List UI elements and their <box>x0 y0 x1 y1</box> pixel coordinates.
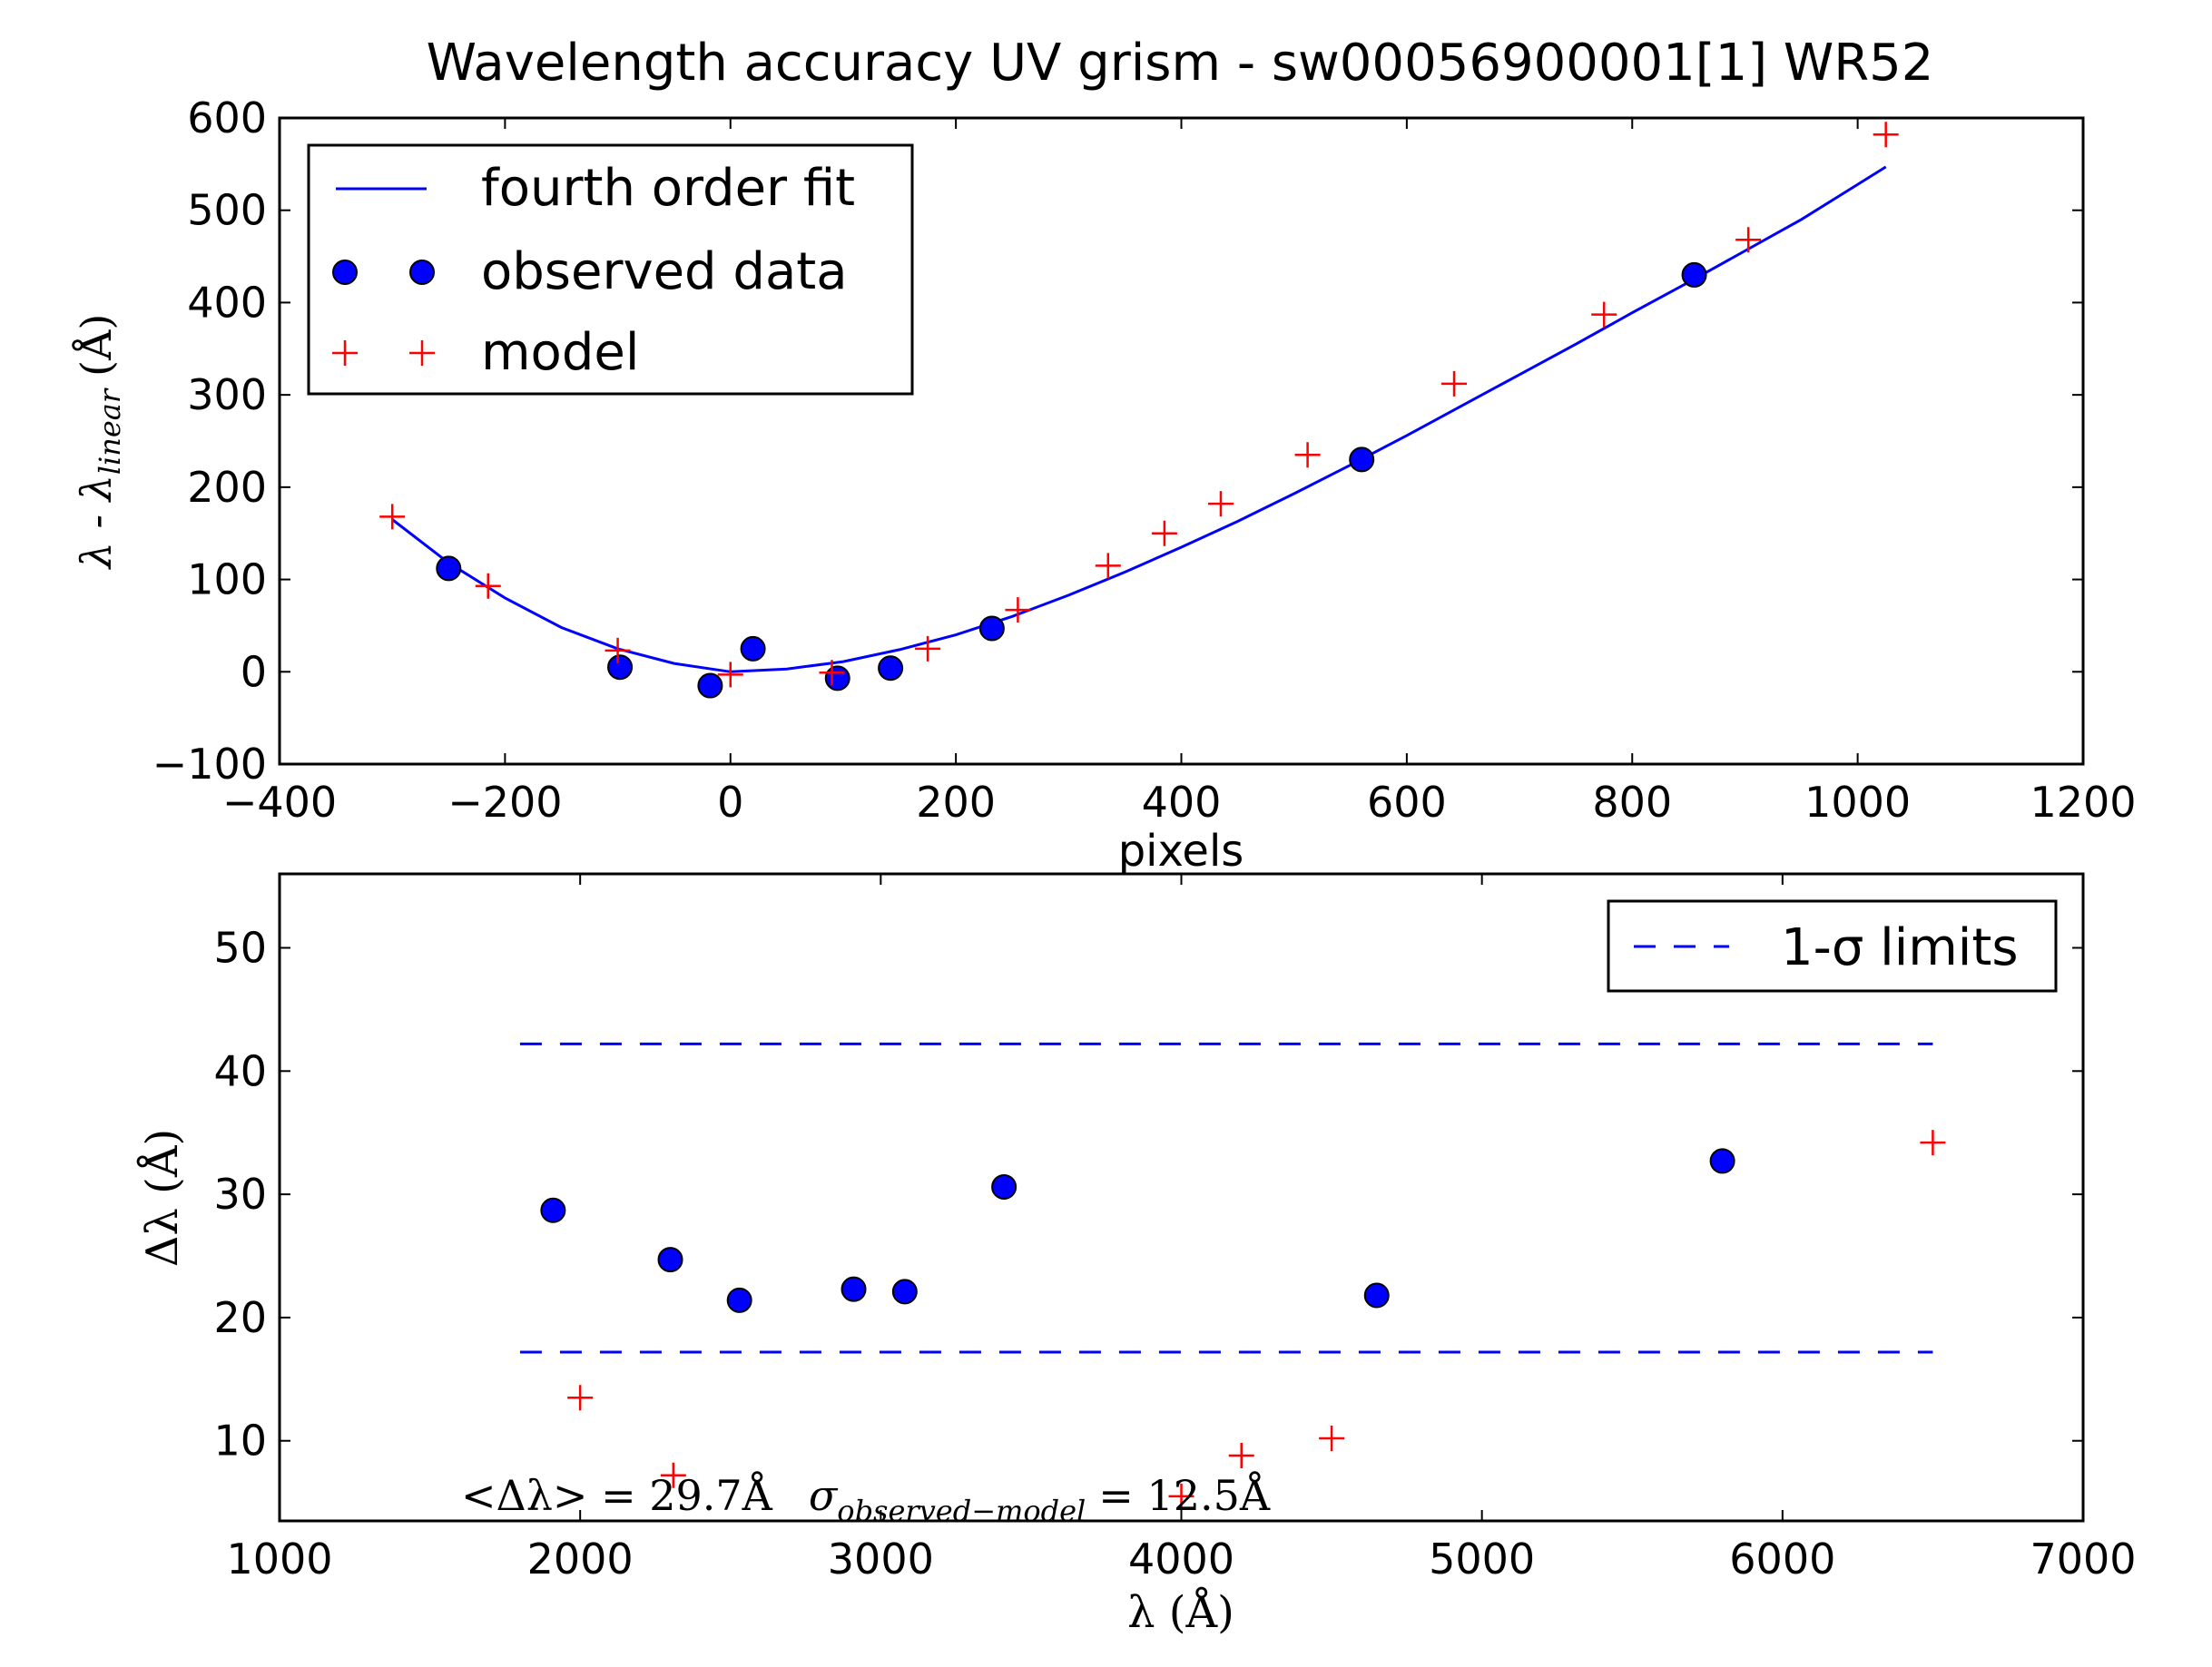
model-point <box>1005 597 1031 623</box>
bottom-x-tick-label: 3000 <box>828 1535 934 1584</box>
bottom-y-axis-label: Δλ (Å) <box>136 1129 188 1267</box>
legend-limits-label: 1-σ limits <box>1781 918 2019 977</box>
bottom-y-tick-label: 20 <box>213 1293 267 1342</box>
bottom-x-tick-label: 1000 <box>226 1535 332 1584</box>
observed-data-point <box>740 635 766 662</box>
model-point <box>1873 122 1899 148</box>
observed-residual-point <box>841 1276 867 1302</box>
legend-model-label: model <box>481 323 639 382</box>
model-residual-point <box>1228 1443 1254 1469</box>
bottom-y-tick-label: 50 <box>213 923 267 972</box>
top-x-tick-label: 800 <box>1592 778 1672 827</box>
stats-annotation: <Δλ> = 29.7Å σobserved−model = 12.5Å <box>461 1470 1271 1528</box>
legend-observed-swatch-b <box>409 260 435 285</box>
top-legend: fourth order fit observed data model <box>307 143 914 396</box>
model-residual-point <box>660 1462 686 1488</box>
top-legend-box <box>307 143 914 396</box>
legend-observed-swatch-a <box>332 260 358 285</box>
observed-data-point <box>1681 261 1707 288</box>
top-x-tick-label: 1200 <box>2030 778 2136 827</box>
top-y-tick-label: 500 <box>187 186 267 235</box>
model-point <box>1095 553 1121 579</box>
observed-data-point <box>607 654 634 681</box>
model-point <box>1735 227 1762 253</box>
observed-residual-point <box>891 1279 918 1305</box>
model-point <box>475 573 501 599</box>
top-x-tick-label: 0 <box>717 778 743 827</box>
top-series-layer <box>379 122 1899 699</box>
observed-data-point <box>1349 446 1375 473</box>
model-point <box>1591 301 1617 328</box>
legend-observed-label: observed data <box>481 242 848 301</box>
top-x-tick-label: −200 <box>447 778 562 827</box>
sigma-subscript: observed−model <box>837 1494 1086 1528</box>
legend-fit-label: fourth order fit <box>481 159 855 218</box>
top-x-tick-label: −400 <box>222 778 337 827</box>
top-y-tick-label: −100 <box>152 740 267 789</box>
top-y-tick-label: 200 <box>187 463 267 512</box>
bottom-y-tick-label: 10 <box>213 1417 267 1466</box>
top-y-label-main: λ - λ <box>72 475 121 570</box>
observed-residual-point <box>540 1197 566 1223</box>
top-x-tick-label: 400 <box>1142 778 1222 827</box>
mean-offset-text: <Δλ> = 29.7Å <box>461 1470 773 1520</box>
model-point <box>1294 442 1321 468</box>
bottom-x-tick-label: 5000 <box>1429 1535 1535 1584</box>
model-residual-point <box>1920 1130 1946 1156</box>
bottom-y-tick-label: 30 <box>213 1170 267 1219</box>
model-point <box>379 504 406 530</box>
fourth-order-fit-line <box>391 165 1887 673</box>
model-point <box>915 635 941 662</box>
bottom-x-axis-label: λ (Å) <box>1127 1586 1234 1638</box>
bottom-x-tick-label: 4000 <box>1128 1535 1234 1584</box>
legend-model-swatch-a <box>332 340 358 366</box>
bottom-series-layer <box>519 1042 1946 1509</box>
model-point <box>717 662 743 688</box>
bottom-legend: 1-σ limits <box>1607 899 2058 993</box>
observed-data-point <box>436 555 462 582</box>
bottom-x-tick-label: 7000 <box>2030 1535 2136 1584</box>
top-x-tick-label: 1000 <box>1804 778 1911 827</box>
model-residual-point <box>1319 1426 1345 1452</box>
top-x-axis-label: pixels <box>1118 826 1244 877</box>
top-plot-panel: −400 −200 0 200 400 600 800 1000 1200 −100 0 100 200… <box>71 93 2137 877</box>
bottom-x-tick-label: 6000 <box>1729 1535 1835 1584</box>
observed-residual-point <box>1709 1148 1735 1174</box>
observed-residual-point <box>1363 1282 1390 1309</box>
legend-model-swatch-b <box>409 340 435 366</box>
bottom-plot-panel: 1000 2000 3000 4000 5000 6000 7000 10 20 30 40 50 Δ… <box>136 872 2137 1638</box>
top-x-tick-label: 600 <box>1367 778 1447 827</box>
top-axis-ticks: −400 −200 0 200 400 600 800 1000 1200 −100 0 100 200… <box>152 93 2137 827</box>
top-y-axis-label: λ - λlinear (Å) <box>71 314 127 571</box>
observed-residual-point <box>991 1173 1018 1200</box>
top-y-label-unit: (Å) <box>71 314 121 377</box>
top-y-label-sub: linear <box>93 387 127 475</box>
top-x-tick-label: 200 <box>916 778 996 827</box>
top-y-tick-label: 400 <box>187 278 267 327</box>
chart-title: Wavelength accuracy UV grism - sw0005690… <box>427 34 1934 93</box>
observed-data-point <box>697 672 723 699</box>
top-y-tick-label: 600 <box>187 93 267 142</box>
top-y-tick-label: 300 <box>187 370 267 419</box>
bottom-axis-ticks: 1000 2000 3000 4000 5000 6000 7000 10 20 30 40 50 <box>213 874 2137 1584</box>
sigma-symbol: σ <box>809 1471 839 1520</box>
model-residual-point <box>1168 1483 1194 1509</box>
observed-data-point <box>978 615 1005 642</box>
sigma-value-text: = 12.5Å <box>1098 1470 1271 1520</box>
observed-data-point <box>878 655 904 682</box>
observed-residual-point <box>657 1247 683 1273</box>
model-point <box>1151 520 1177 546</box>
observed-residual-point <box>726 1287 752 1313</box>
observed-data-point <box>824 665 850 691</box>
model-point <box>1207 491 1234 517</box>
top-y-tick-label: 0 <box>241 647 267 696</box>
bottom-y-tick-label: 40 <box>213 1046 267 1095</box>
model-residual-point <box>567 1385 594 1411</box>
bottom-x-tick-label: 2000 <box>527 1535 634 1584</box>
top-y-tick-label: 100 <box>187 555 267 604</box>
model-point <box>819 660 845 686</box>
model-point <box>605 637 631 663</box>
model-point <box>1441 370 1468 397</box>
